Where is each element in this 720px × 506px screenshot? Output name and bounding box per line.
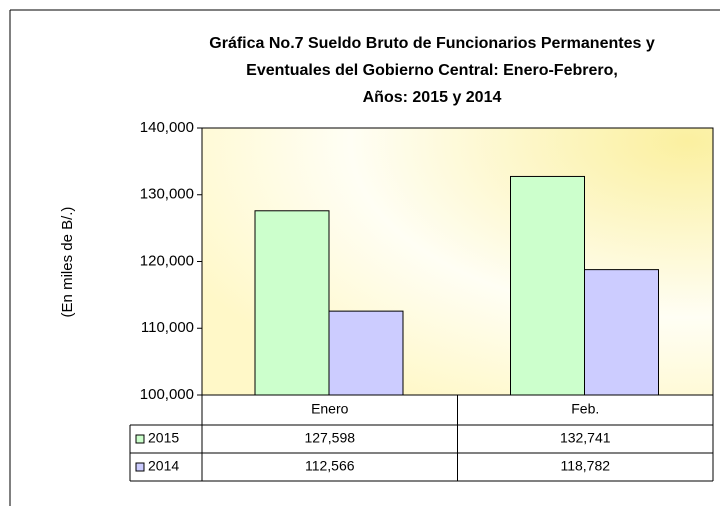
y-tick-label: 120,000	[140, 252, 194, 269]
data-label: 132,741	[560, 430, 611, 446]
y-tick-label: 100,000	[140, 386, 194, 403]
y-tick-label: 110,000	[141, 319, 194, 336]
legend-swatch	[135, 434, 145, 444]
chart-title: Años: 2015 y 2014	[363, 89, 502, 106]
bar	[510, 175, 585, 396]
x-tick-label: Enero	[311, 401, 349, 417]
bar	[254, 210, 330, 396]
chart-title: Gráfica No.7 Sueldo Bruto de Funcionario…	[209, 35, 655, 52]
data-label: 127,598	[304, 430, 355, 446]
y-axis-label: (En miles de B/.)	[59, 207, 76, 318]
legend-swatch	[135, 462, 145, 472]
legend-label: 2015	[148, 430, 179, 446]
y-tick-label: 130,000	[140, 186, 194, 203]
bar	[328, 310, 404, 396]
chart-title: Eventuales del Gobierno Central: Enero-F…	[246, 62, 618, 79]
x-tick-label: Feb.	[571, 401, 599, 417]
bar	[584, 269, 659, 396]
data-label: 118,782	[560, 458, 610, 474]
legend-label: 2014	[148, 458, 179, 474]
data-label: 112,566	[305, 458, 355, 474]
y-tick-label: 140,000	[140, 119, 194, 136]
